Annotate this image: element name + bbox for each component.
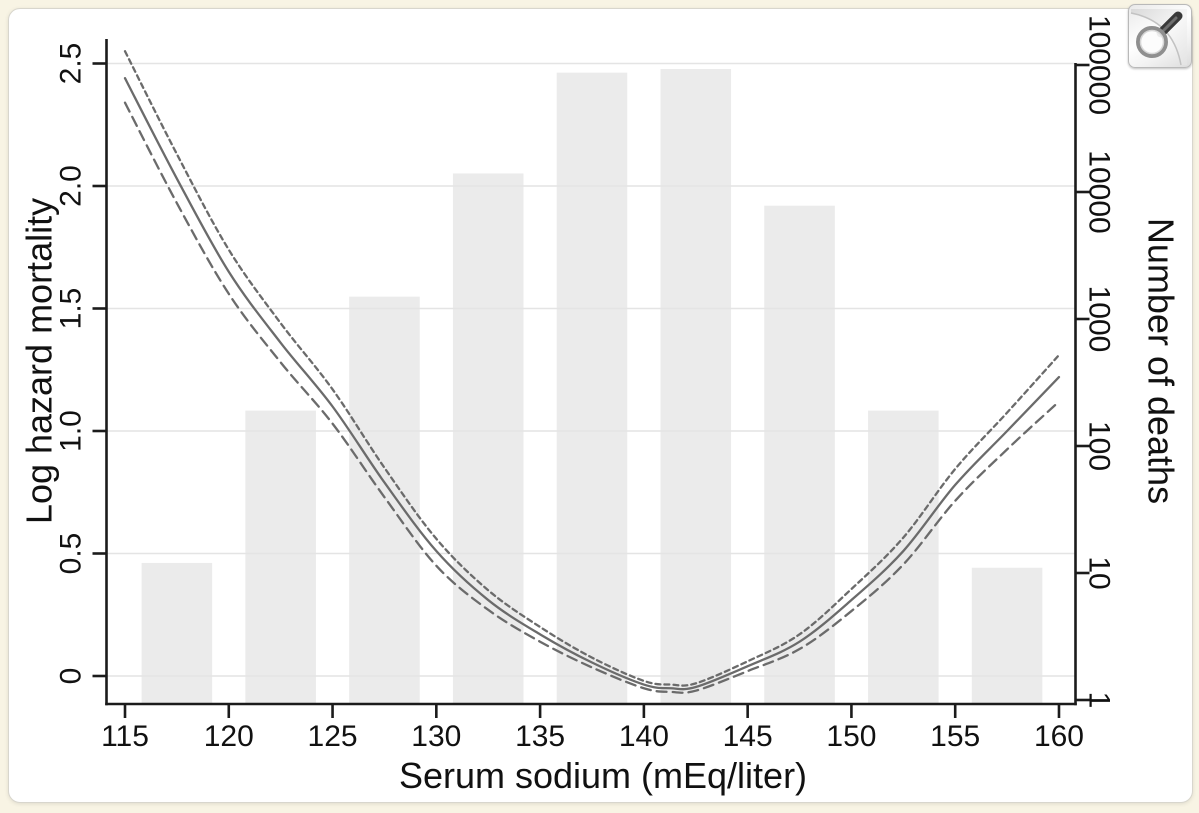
x-axis-tick-label: 140 [619, 720, 669, 753]
histogram-bar [660, 69, 732, 703]
left-axis-tick-label: 1.0 [55, 410, 88, 452]
left-axis-tick-label: 0 [55, 668, 88, 685]
left-axis-tick-label: 1.5 [55, 288, 88, 330]
right-axis-tick-label: 10000 [1083, 150, 1116, 233]
ci-upper-curve [123, 50, 1061, 687]
x-axis-tick-label: 130 [411, 720, 461, 753]
figure-card: 0 0.5 1.0 1.5 2.0 2.5 115 120 125 130 135 140 145 150… [8, 8, 1193, 803]
right-axis-tick-label: 100 [1083, 421, 1116, 471]
right-axis-title: Number of deaths [1141, 218, 1182, 504]
estimate-curve [123, 77, 1061, 691]
x-axis-tick-label: 145 [723, 720, 773, 753]
right-axis-tick-label: 10 [1083, 556, 1116, 589]
histogram-bar [556, 72, 628, 704]
histogram-bar [141, 562, 213, 703]
chart-canvas: 0 0.5 1.0 1.5 2.0 2.5 115 120 125 130 135 140 145 150… [19, 15, 1182, 796]
ci-lower-curve [123, 101, 1061, 694]
histogram-bar [349, 296, 420, 703]
histogram-bar [971, 567, 1043, 703]
magnifier-handle-highlight [1161, 16, 1178, 33]
magnifier-lens [1136, 26, 1168, 58]
right-axis-tick-label: 100000 [1083, 15, 1116, 115]
x-axis-tick-label: 125 [308, 720, 358, 753]
x-axis-tick-label: 135 [515, 720, 565, 753]
left-axis-tick-label: 2.5 [55, 43, 88, 85]
zoom-button[interactable] [1128, 4, 1192, 68]
left-axis-tick-label: 0.5 [55, 533, 88, 575]
histogram-bar [452, 173, 524, 703]
histogram-bar [764, 205, 835, 703]
magnifier-lens-inner [1139, 29, 1165, 55]
right-axis-tick-label: 1000 [1083, 286, 1116, 353]
left-axis-tick-label: 2.0 [55, 165, 88, 207]
left-axis-title: Log hazard mortality [19, 198, 60, 524]
histogram-bar [245, 410, 316, 703]
x-axis-tick-label: 120 [204, 720, 254, 753]
x-axis-tick-label: 115 [101, 720, 149, 753]
histogram-bar [868, 410, 939, 703]
x-axis-tick-label: 155 [930, 720, 980, 753]
magnifier-icon [1130, 9, 1187, 66]
x-axis-tick-label: 160 [1034, 720, 1084, 753]
x-axis-title: Serum sodium (mEq/liter) [399, 755, 807, 796]
x-axis-tick-label: 150 [826, 720, 876, 753]
right-axis-tick-label: 1 [1083, 692, 1116, 709]
